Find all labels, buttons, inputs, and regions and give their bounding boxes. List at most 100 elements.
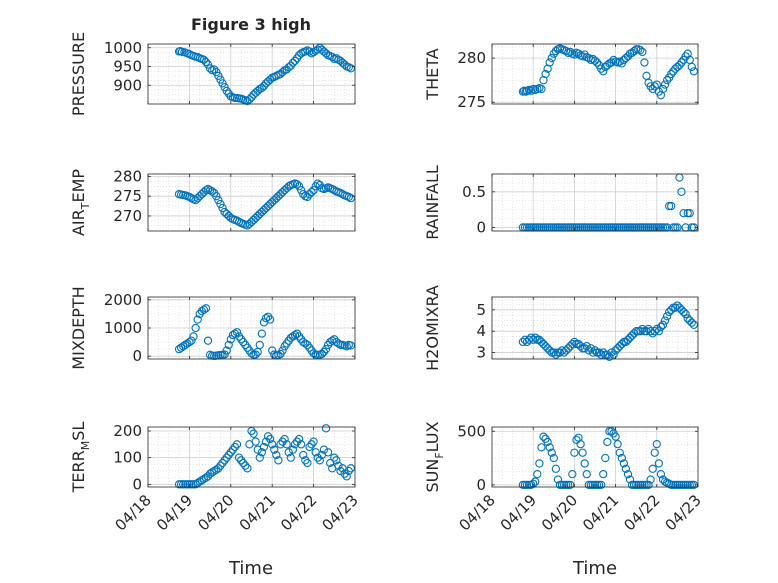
data-point (332, 54, 341, 63)
data-point (257, 83, 266, 93)
data-point (247, 349, 256, 358)
y-tick-label: 280 (457, 49, 486, 67)
data-point (638, 47, 647, 57)
data-point (305, 47, 314, 56)
data-point (259, 81, 269, 91)
data-point (299, 337, 308, 347)
data-point (326, 337, 335, 347)
data-point (257, 329, 266, 338)
data-point (294, 182, 304, 191)
data-point (208, 187, 217, 196)
data-point (687, 318, 696, 327)
data-point (617, 453, 626, 463)
data-point (590, 346, 600, 355)
x-tick-label: 04/23 (319, 491, 362, 534)
data-point (623, 335, 633, 344)
data-point (313, 453, 322, 462)
data-point (309, 186, 318, 195)
x-tick-label: 04/21 (236, 491, 279, 534)
y-tick-label: 0 (476, 476, 486, 494)
data-point (518, 87, 528, 96)
data-point (619, 459, 628, 468)
data-point (543, 344, 552, 353)
x-tick-label: 04/22 (277, 491, 320, 534)
data-point (286, 333, 295, 343)
x-tick-label: 04/20 (538, 491, 581, 534)
data-point (247, 93, 256, 102)
data-point (205, 186, 215, 195)
data-point (321, 424, 331, 433)
axes-box (491, 43, 699, 105)
data-point (570, 337, 579, 347)
data-point (195, 477, 204, 486)
data-point (292, 437, 302, 446)
panel-air-temp: 270 275 280 AIRTEMP (69, 167, 356, 236)
data-point (568, 469, 577, 479)
data-point (263, 432, 273, 441)
data-point (220, 456, 229, 465)
y-tick-label: 950 (113, 58, 142, 76)
data-point (551, 350, 561, 359)
figure-title: Figure 3 high (191, 15, 311, 34)
data-point (679, 307, 688, 317)
data-point (253, 86, 262, 96)
data-point (638, 324, 647, 334)
data-point (599, 469, 608, 479)
data-point (539, 432, 548, 441)
data-point (621, 53, 631, 63)
data-point (290, 330, 300, 340)
axes-box (147, 426, 356, 488)
data-point (685, 209, 694, 218)
data-point (224, 450, 233, 460)
data-point (214, 195, 223, 205)
data-point (576, 342, 585, 351)
data-point (574, 49, 583, 58)
data-point (553, 475, 563, 484)
data-point (228, 330, 238, 340)
data-point (346, 341, 356, 350)
data-point (582, 469, 591, 479)
data-point (245, 95, 254, 104)
data-point (675, 303, 684, 312)
y-tick-label: 1000 (104, 39, 142, 57)
data-point (588, 348, 598, 357)
x-tick-label: 04/21 (579, 491, 622, 534)
data-point (551, 46, 561, 56)
data-point (669, 67, 678, 76)
data-point (185, 337, 194, 347)
data-point (611, 346, 620, 355)
data-point (578, 52, 587, 61)
x-tick-label: 04/19 (153, 491, 196, 534)
data-point (255, 340, 264, 350)
y-tick-label: 0.5 (462, 183, 486, 201)
data-point (673, 301, 682, 310)
data-point (566, 47, 575, 57)
data-point (216, 199, 225, 209)
data-point (230, 442, 240, 452)
data-point (174, 344, 184, 354)
x-tick-label: 04/19 (497, 491, 540, 534)
data-point (615, 448, 624, 457)
data-point (278, 67, 287, 77)
data-point (656, 322, 666, 332)
data-point (667, 69, 676, 79)
data-point (545, 443, 554, 452)
data-point (210, 65, 219, 74)
data-point (533, 469, 542, 479)
data-point (193, 315, 202, 324)
data-point (665, 307, 674, 317)
data-point (654, 459, 664, 468)
data-point (301, 339, 310, 348)
data-point (650, 327, 659, 336)
y-axis-label: RAINFALL (423, 165, 442, 240)
data-point (286, 453, 295, 462)
data-point (230, 329, 240, 338)
x-tick-label: 04/18 (112, 491, 155, 534)
data-point (545, 346, 554, 355)
y-tick-label: 0 (132, 347, 142, 365)
x-tick-label: 04/18 (456, 491, 499, 534)
data-point (685, 316, 694, 325)
